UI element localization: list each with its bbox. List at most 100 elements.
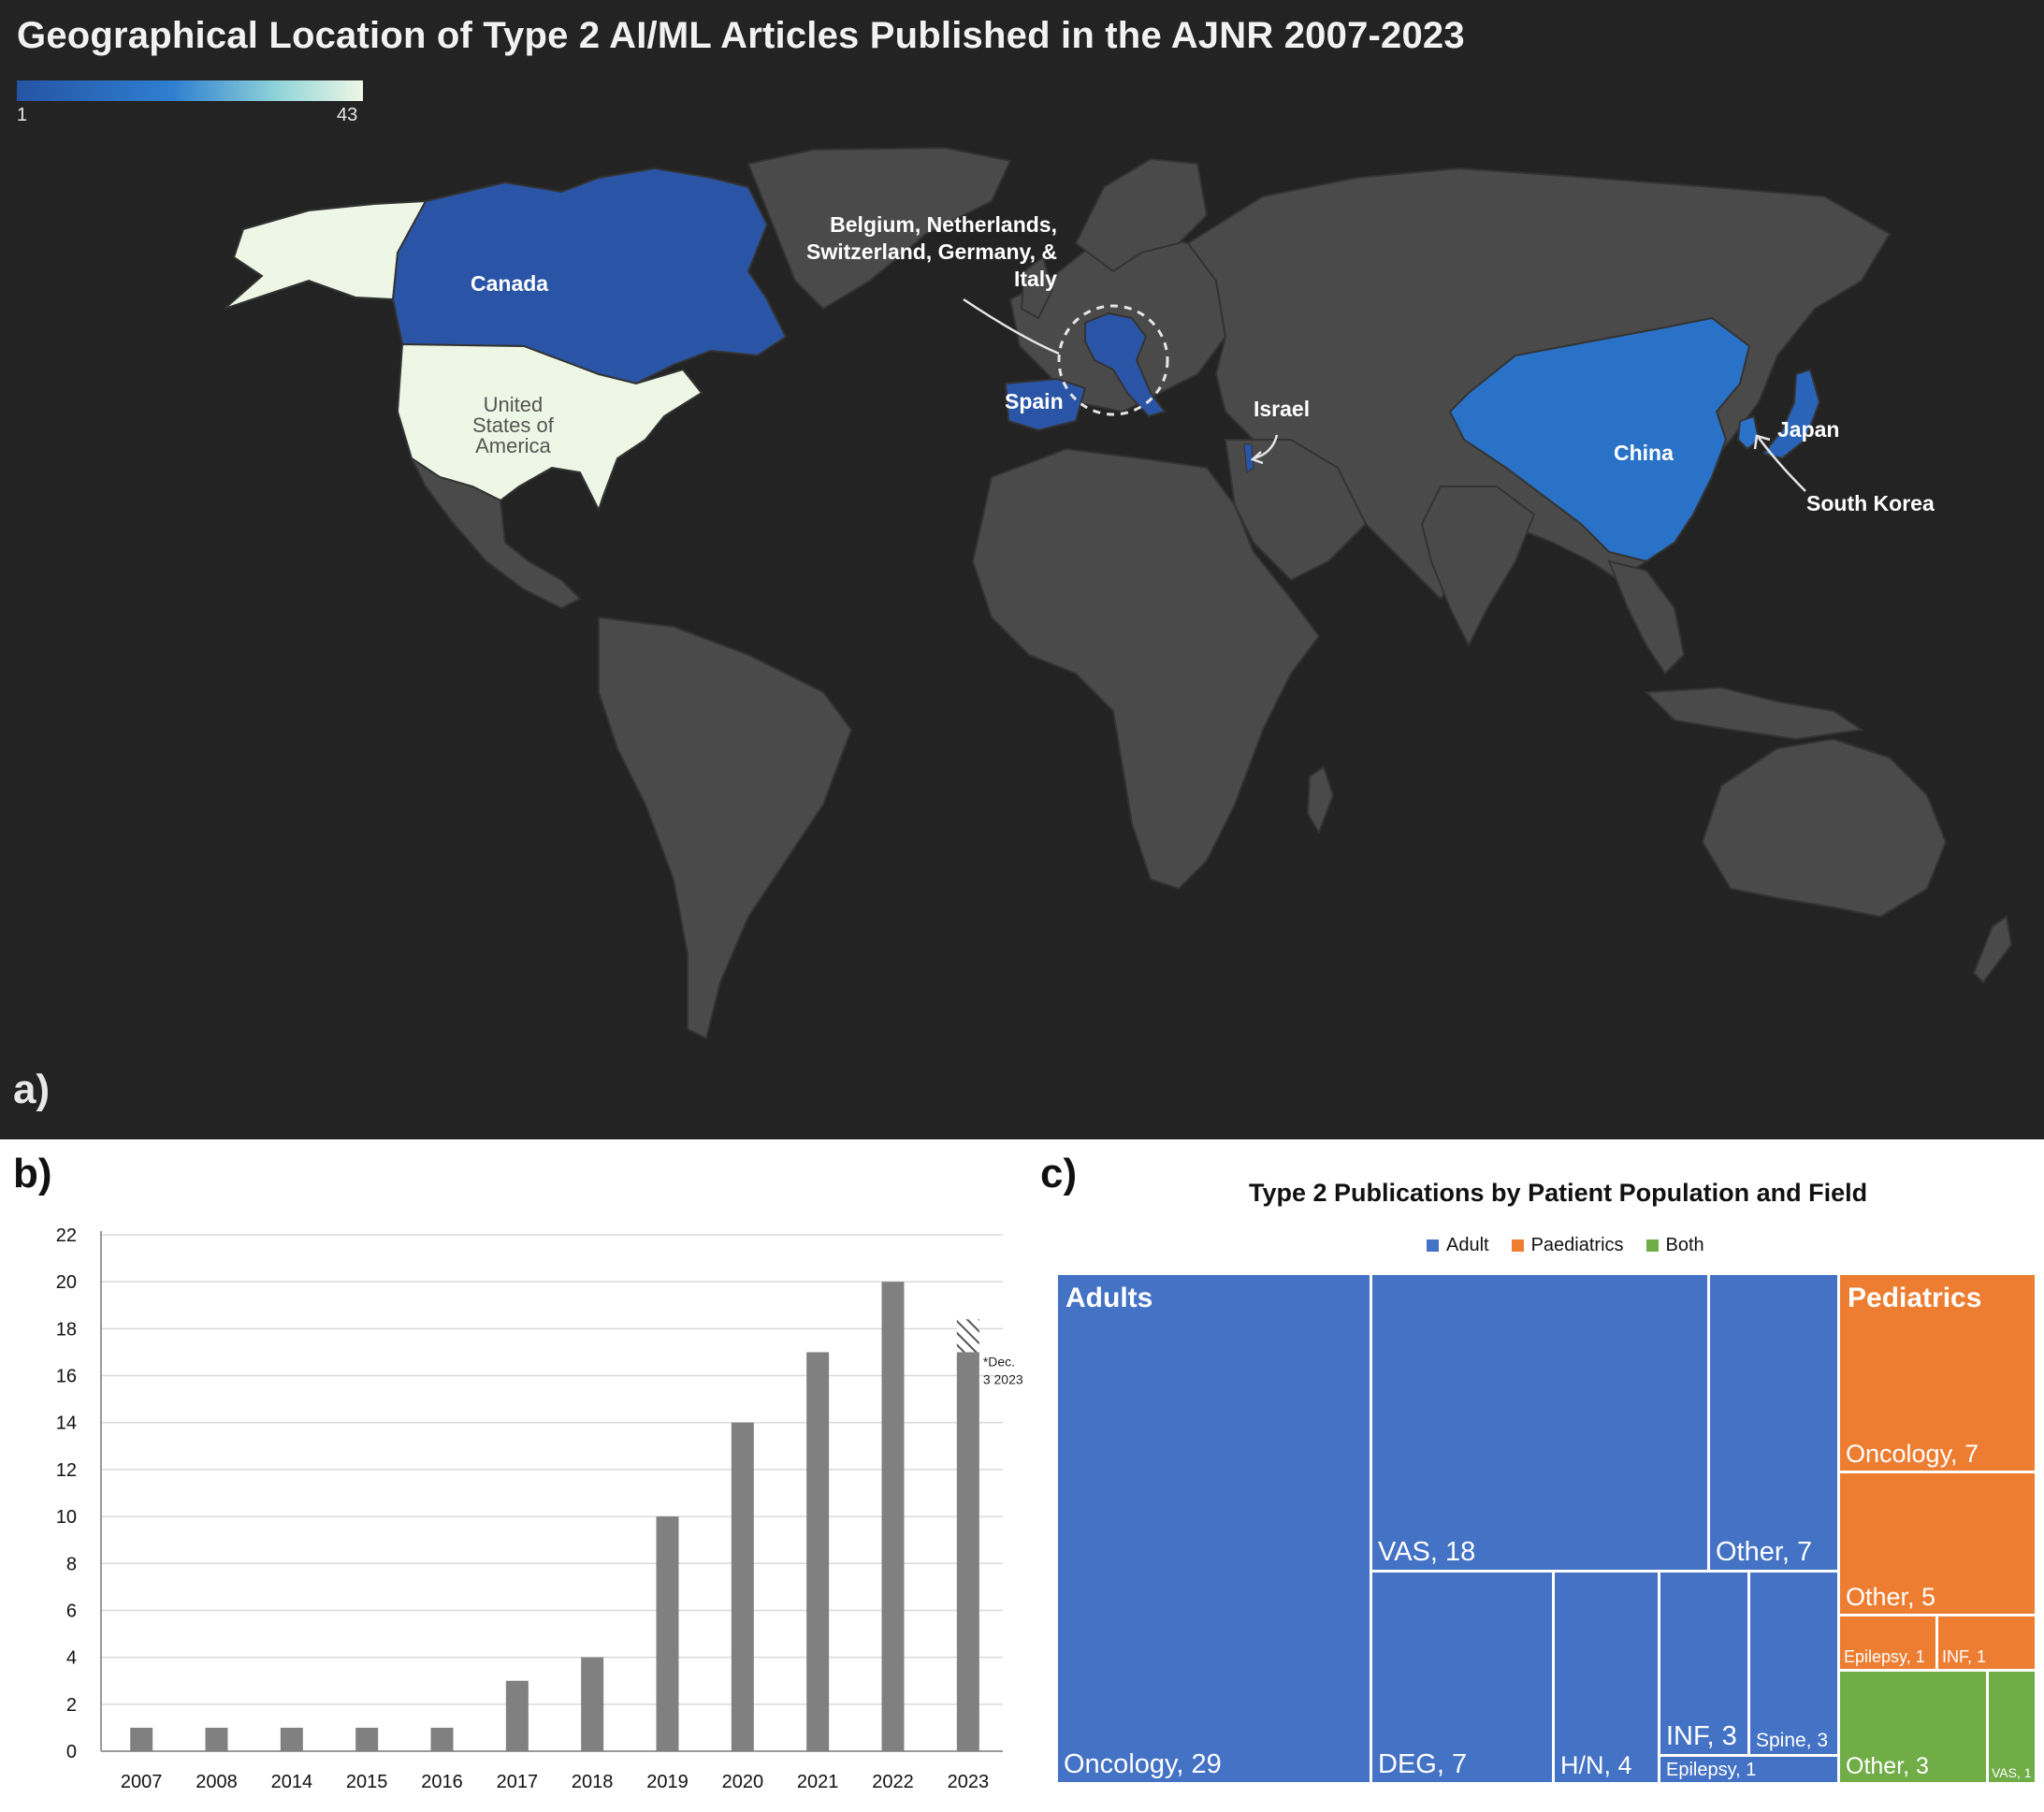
madagascar-shape — [1306, 765, 1335, 835]
bar-2008 — [205, 1727, 228, 1751]
legend-label-paediatrics: Paediatrics — [1530, 1235, 1624, 1255]
label-europe-line1: Belgium, Netherlands, — [830, 212, 1057, 237]
bar-2023 — [956, 1352, 979, 1751]
label-europe-line2: Switzerland, Germany, & — [806, 239, 1057, 264]
tile-epilepsy-ped: Epilepsy, 1 — [1837, 1614, 1938, 1672]
bar-x-tick-label: 2008 — [196, 1772, 238, 1792]
bar-2016 — [430, 1727, 454, 1751]
bar-x-tick-label: 2018 — [572, 1772, 614, 1792]
south-korea-arrowhead — [1753, 434, 1771, 450]
china-shape — [1448, 316, 1751, 563]
greenland-shape — [747, 146, 1012, 311]
legend-item-both: Both — [1645, 1235, 1704, 1256]
south-korea-callout-arrow — [1757, 437, 1806, 492]
indonesia-shape — [1644, 686, 1864, 741]
label-usa-line1: United — [483, 393, 544, 416]
bar-2017 — [505, 1680, 529, 1751]
bar-y-tick-label: 2 — [66, 1695, 77, 1716]
tile-label-other-adult: Other, 7 — [1716, 1537, 1813, 1567]
tile-label-other-ped: Other, 5 — [1846, 1583, 1936, 1611]
tile-label-deg: DEG, 7 — [1378, 1749, 1468, 1779]
bar-2014 — [280, 1727, 303, 1751]
tile-other-ped: Other, 5 — [1837, 1471, 2037, 1616]
tile-label-inf-ped: INF, 1 — [1942, 1647, 1987, 1666]
legend-label-both: Both — [1665, 1235, 1704, 1255]
tile-other-adult: Other, 7 — [1707, 1272, 1840, 1573]
bar-x-tick-label: 2015 — [346, 1772, 388, 1792]
tile-label-hn: H/N, 4 — [1560, 1751, 1632, 1779]
group-header-pediatrics: Pediatrics — [1848, 1283, 1982, 1313]
label-usa-line3: America — [475, 434, 551, 457]
map-panel: Geographical Location of Type 2 AI/ML Ar… — [0, 0, 2044, 1139]
bar-x-tick-label: 2019 — [646, 1772, 689, 1792]
bar-footnote-line1: *Dec. — [983, 1354, 1015, 1369]
bar-2023-projected — [956, 1319, 979, 1353]
bar-2018 — [581, 1657, 604, 1751]
bar-y-tick-label: 8 — [66, 1554, 77, 1574]
south-america-shape — [598, 616, 853, 1040]
uk-shape — [1020, 255, 1054, 320]
colorbar-max-label: 43 — [337, 105, 358, 125]
africa-shape — [971, 447, 1321, 891]
bar-y-tick-label: 14 — [56, 1413, 77, 1434]
india-shape — [1420, 486, 1536, 648]
tile-label-oncology-adult: Oncology, 29 — [1064, 1749, 1222, 1779]
bar-2021 — [806, 1352, 830, 1751]
label-china: China — [1614, 441, 1674, 465]
label-canada: Canada — [471, 271, 549, 296]
bar-y-tick-labels: 0 2 4 6 8 10 12 14 16 18 20 22 — [56, 1225, 77, 1762]
middle-east-shape — [1224, 439, 1368, 582]
bar-x-tick-label: 2020 — [722, 1772, 764, 1792]
map-title: Geographical Location of Type 2 AI/ML Ar… — [17, 15, 1465, 56]
tile-label-spine: Spine, 3 — [1756, 1730, 1829, 1751]
tile-label-oncology-ped: Oncology, 7 — [1846, 1440, 1979, 1468]
legend-swatch-both — [1645, 1239, 1659, 1252]
tile-epilepsy-adult: Epilepsy, 1 — [1658, 1754, 1840, 1785]
tile-oncology-ped: Pediatrics Oncology, 7 — [1837, 1272, 2037, 1473]
bar-footnote-line2: 3 2023 — [983, 1371, 1023, 1386]
bar-x-tick-labels: 2007 2008 2014 2015 2016 2017 2018 2019 2020 2021… — [121, 1772, 989, 1792]
tile-vas: VAS, 18 — [1370, 1272, 1710, 1573]
treemap-title: Type 2 Publications by Patient Populatio… — [1249, 1179, 1868, 1207]
panel-b-tag: b) — [13, 1151, 52, 1196]
tile-label-epilepsy-adult: Epilepsy, 1 — [1666, 1760, 1757, 1780]
alaska-shape — [224, 199, 428, 310]
bar-2020 — [731, 1422, 754, 1751]
bar-y-tick-label: 6 — [66, 1601, 77, 1621]
bar-x-tick-label: 2014 — [271, 1772, 313, 1792]
group-header-adults: Adults — [1065, 1283, 1153, 1313]
tile-label-inf-adult: INF, 3 — [1666, 1721, 1737, 1751]
label-japan: Japan — [1777, 417, 1840, 442]
bar-y-tick-label: 0 — [66, 1742, 77, 1762]
bar-y-tick-label: 22 — [56, 1225, 77, 1246]
colorbar — [17, 80, 363, 101]
bar-y-tick-label: 18 — [56, 1319, 77, 1340]
legend-swatch-adult — [1427, 1239, 1439, 1252]
tile-other-both: Other, 3 — [1837, 1669, 1989, 1785]
europe-callout-circle — [1057, 304, 1169, 416]
europe-callout-arrow — [963, 297, 1060, 355]
bar-y-tick-label: 4 — [66, 1648, 77, 1669]
australia-shape — [1701, 737, 1948, 919]
colorbar-min-label: 1 — [17, 105, 28, 125]
tile-vas-both: VAS, 1 — [1986, 1669, 2037, 1785]
bar-2022 — [881, 1282, 905, 1751]
bar-y-tick-label: 10 — [56, 1507, 77, 1528]
bar-2019 — [656, 1516, 679, 1751]
label-europe-line3: Italy — [1013, 267, 1057, 291]
panel-c-tag: c) — [1040, 1151, 1078, 1196]
tile-oncology-adult: Adults Oncology, 29 — [1055, 1272, 1372, 1785]
bar-y-tick-label: 16 — [56, 1367, 77, 1387]
label-europe: Belgium, Netherlands, Switzerland, Germa… — [806, 211, 1057, 293]
tile-inf-adult: INF, 3 — [1658, 1570, 1750, 1757]
legend-item-paediatrics: Paediatrics — [1511, 1235, 1624, 1256]
japan-shape — [1761, 368, 1821, 460]
new-zealand-shape — [1972, 915, 2013, 984]
legend-item-adult: Adult — [1427, 1235, 1489, 1256]
label-spain: Spain — [1005, 389, 1064, 413]
scandinavia-shape — [1074, 157, 1209, 273]
israel-shape — [1243, 443, 1254, 473]
legend-label-adult: Adult — [1446, 1235, 1489, 1255]
israel-arrowhead — [1250, 451, 1264, 465]
